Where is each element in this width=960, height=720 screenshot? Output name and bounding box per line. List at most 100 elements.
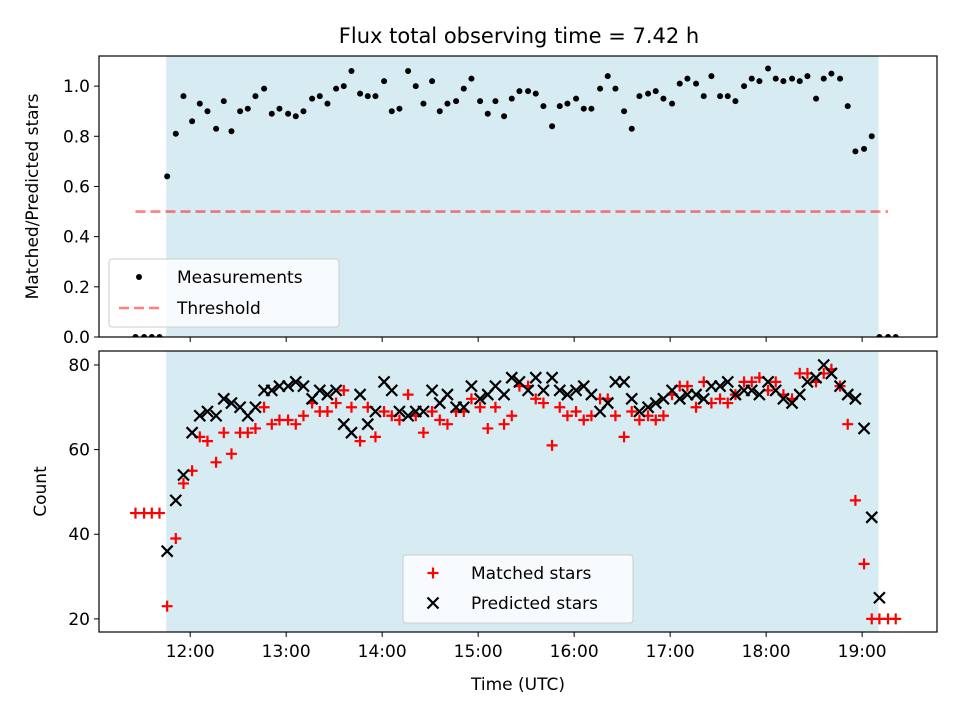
measurement-point bbox=[789, 75, 796, 82]
measurement-point bbox=[357, 90, 364, 97]
measurement-point bbox=[852, 148, 859, 155]
matched-star-point bbox=[426, 406, 438, 418]
legend-label-threshold: Threshold bbox=[176, 299, 261, 319]
measurement-point bbox=[453, 98, 460, 105]
measurement-point bbox=[621, 108, 628, 115]
measurement-point bbox=[796, 78, 803, 85]
measurement-point bbox=[717, 93, 724, 100]
legend-marker-matched bbox=[427, 567, 439, 579]
predicted-star-point bbox=[217, 392, 231, 406]
y-tick-label: 0.8 bbox=[63, 127, 90, 147]
predicted-star-point bbox=[345, 426, 358, 439]
measurement-point bbox=[156, 334, 163, 337]
predicted-star-point bbox=[529, 371, 543, 384]
predicted-star-point bbox=[425, 384, 439, 397]
y-tick-label: 40 bbox=[68, 525, 90, 545]
matched-star-point bbox=[242, 427, 254, 439]
y-tick-label: 20 bbox=[68, 610, 90, 630]
measurement-point bbox=[460, 85, 467, 92]
predicted-star-point bbox=[465, 379, 478, 393]
predicted-star-point bbox=[537, 384, 550, 397]
axes-frame bbox=[98, 350, 938, 633]
measurement-point bbox=[141, 334, 148, 337]
x-tick-label: 17:00 bbox=[646, 642, 695, 662]
measurement-point bbox=[828, 70, 835, 77]
matched-star-point bbox=[354, 435, 366, 447]
measurement-point bbox=[468, 75, 475, 82]
measurement-point bbox=[324, 100, 331, 107]
measurement-point bbox=[516, 88, 523, 95]
measurement-point bbox=[540, 103, 547, 110]
measurement-point bbox=[564, 100, 571, 107]
measurement-point bbox=[477, 98, 484, 105]
x-tick-label: 16:00 bbox=[550, 642, 599, 662]
bottom-panel: 20 40 60 80 12:00 13:00 14:00 15:00 16:00 17:00 18… bbox=[31, 350, 938, 695]
predicted-star-point bbox=[777, 392, 790, 406]
measurement-point bbox=[508, 95, 515, 102]
x-axis-label: Time (UTC) bbox=[470, 675, 565, 695]
predicted-star-point bbox=[825, 367, 838, 380]
measurement-point bbox=[204, 108, 211, 115]
predicted-star-point bbox=[673, 392, 687, 406]
predicted-star-point bbox=[801, 375, 814, 389]
predicted-star-point bbox=[729, 388, 742, 401]
predicted-star-point bbox=[521, 384, 535, 397]
matched-star-point bbox=[345, 401, 357, 413]
predicted-star-point bbox=[401, 409, 415, 423]
measurement-point bbox=[292, 113, 299, 120]
matched-star-point bbox=[474, 401, 486, 413]
predicted-star-point bbox=[393, 405, 406, 418]
legend-label-measurements: Measurements bbox=[177, 268, 303, 288]
legend-box bbox=[402, 554, 634, 624]
matched-star-point bbox=[858, 558, 870, 570]
top-panel: 0.0 0.2 0.4 0.6 0.8 1.0 Matched/Predicted star… bbox=[23, 55, 938, 348]
axes-frame bbox=[98, 55, 938, 338]
predicted-star-point bbox=[649, 396, 663, 410]
matched-star-point bbox=[297, 410, 309, 422]
y-tick-label: 0.0 bbox=[63, 328, 90, 348]
matched-star-point bbox=[258, 401, 270, 413]
matched-star-point bbox=[506, 410, 518, 422]
matched-star-point bbox=[609, 410, 621, 422]
predicted-star-point bbox=[265, 384, 279, 397]
predicted-star-point bbox=[289, 375, 303, 389]
measurement-point bbox=[708, 73, 715, 80]
measurement-point bbox=[588, 105, 595, 112]
measurement-point bbox=[676, 80, 683, 87]
measurement-point bbox=[429, 78, 436, 85]
measurement-point bbox=[237, 108, 244, 115]
matched-star-point bbox=[657, 410, 669, 422]
measurement-point bbox=[612, 85, 619, 92]
predicted-star-point bbox=[633, 405, 646, 418]
measurement-point bbox=[148, 334, 155, 337]
measurement-point bbox=[628, 125, 635, 132]
predicted-star-point bbox=[873, 591, 886, 604]
measurement-point bbox=[756, 78, 763, 85]
measurement-point bbox=[837, 75, 844, 82]
x-tick-label: 19:00 bbox=[838, 642, 887, 662]
measurement-point bbox=[484, 110, 491, 117]
predicted-star-point bbox=[713, 379, 727, 393]
predicted-star-point bbox=[417, 405, 430, 418]
measurement-point bbox=[876, 334, 883, 337]
measurement-point bbox=[693, 80, 700, 87]
matched-star-point bbox=[338, 384, 350, 396]
matched-star-point bbox=[434, 414, 446, 426]
measurement-point bbox=[381, 78, 388, 85]
measurement-point bbox=[405, 68, 412, 75]
predicted-star-point bbox=[497, 388, 511, 401]
measurement-point bbox=[492, 98, 499, 105]
matched-star-point bbox=[417, 427, 429, 439]
measurement-point bbox=[844, 103, 851, 110]
legend-marker-predicted bbox=[426, 596, 440, 610]
predicted-star-point bbox=[809, 371, 823, 384]
predicted-star-point bbox=[753, 388, 766, 401]
predicted-star-point bbox=[361, 417, 375, 431]
matched-star-point bbox=[681, 380, 693, 392]
predicted-star-point bbox=[321, 388, 334, 401]
measurement-point bbox=[348, 68, 355, 75]
matched-star-point bbox=[225, 448, 237, 460]
predicted-star-point bbox=[177, 468, 190, 482]
predicted-star-point bbox=[641, 401, 655, 414]
x-tick-label: 18:00 bbox=[742, 642, 791, 662]
